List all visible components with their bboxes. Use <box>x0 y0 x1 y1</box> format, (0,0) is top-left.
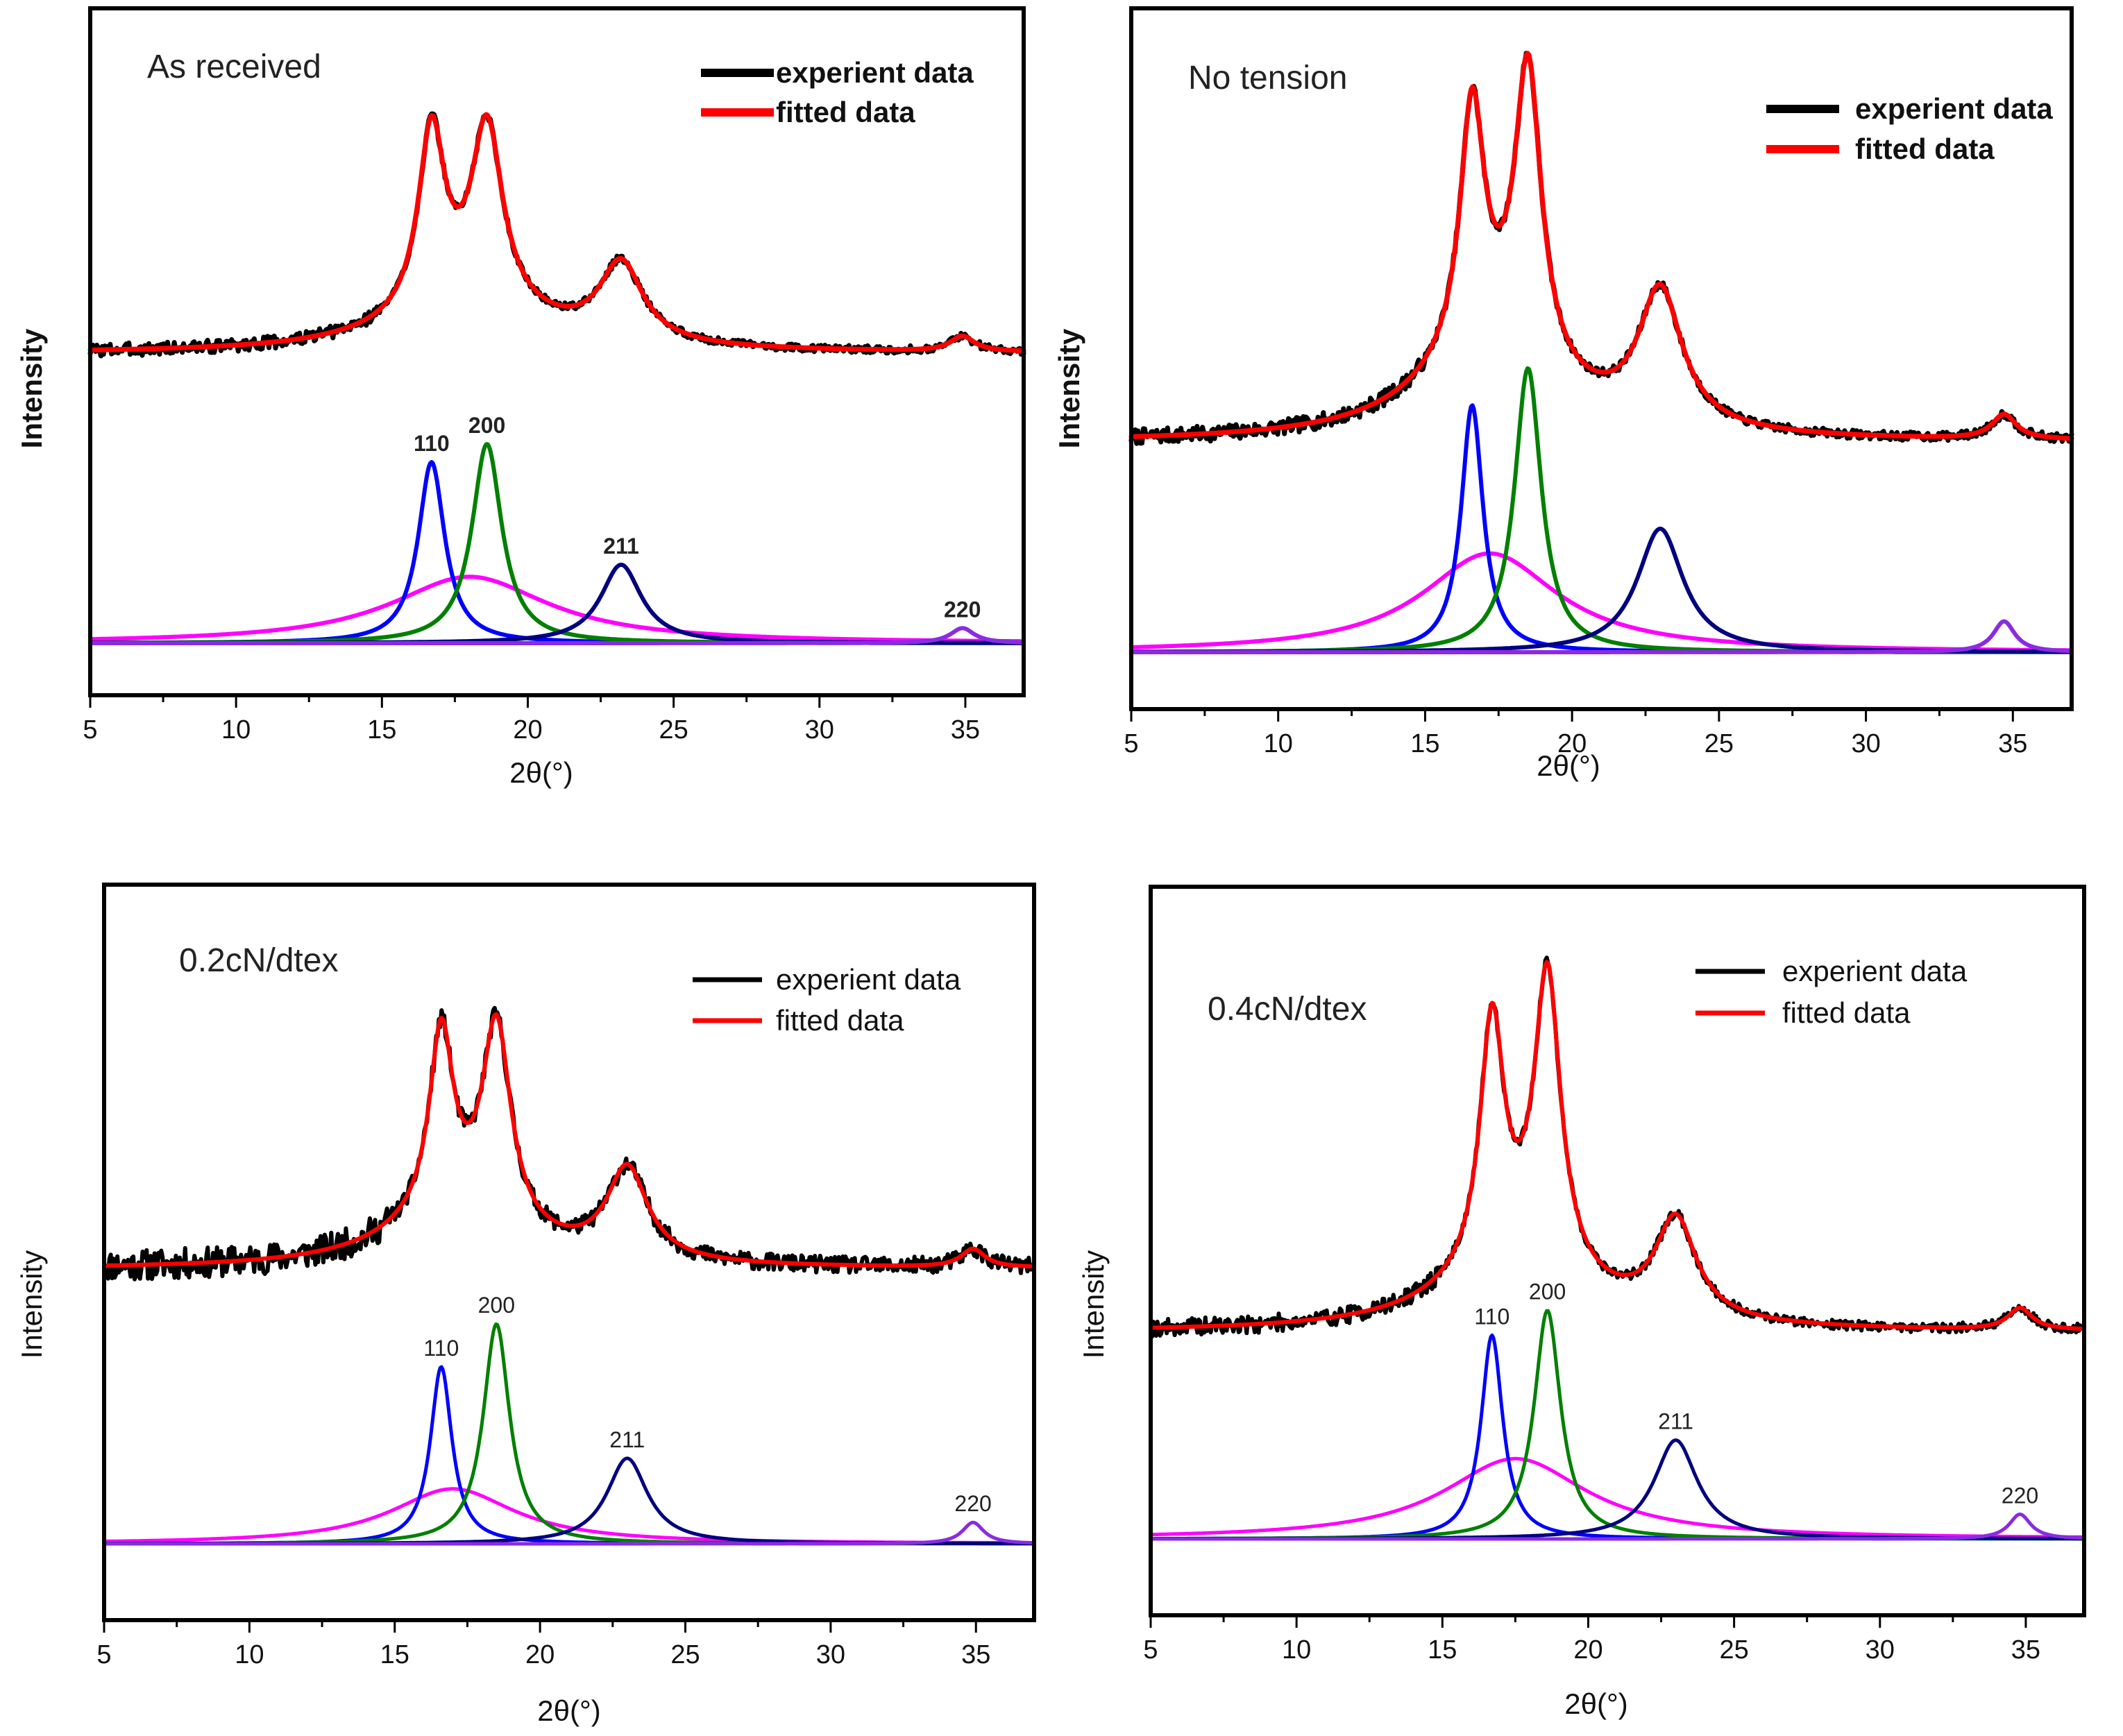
x-axis-label: 2θ(°) <box>1537 749 1600 782</box>
y-axis-label: Intensity <box>15 1250 48 1359</box>
y-axis-label-group: Intensity <box>15 328 48 448</box>
legend-label-fitted: fitted data <box>1855 133 1995 165</box>
legend: experient data fitted data <box>1766 92 2053 165</box>
x-tick-label-35: 35 <box>951 715 980 744</box>
legend: experient data fitted data <box>701 56 974 128</box>
plot-frame <box>88 6 1026 697</box>
x-axis-ticks: 5 10 15 20 25 30 35 <box>1124 709 2027 758</box>
panel-no-tension: Intensity 5 10 15 20 25 30 35 2θ(°) No tension… <box>1053 6 2074 782</box>
component-peak-220 <box>1149 1512 2086 1541</box>
x-tick-label-20: 20 <box>1557 729 1587 758</box>
component-peak-220 <box>102 1520 1036 1546</box>
x-tick-label-15: 15 <box>367 715 396 744</box>
x-axis-label: 2θ(°) <box>537 1694 601 1727</box>
peak-label-211: 211 <box>609 1427 645 1452</box>
y-axis-label-group: Intensity <box>1053 328 1085 448</box>
x-tick-label-20: 20 <box>513 715 542 744</box>
x-axis-ticks: 5 10 15 20 25 30 35 <box>96 1620 990 1669</box>
component-peak-220 <box>88 626 1026 645</box>
plot-background <box>1151 887 2084 1615</box>
x-tick-label-5: 5 <box>1143 1635 1158 1665</box>
plot-background <box>1131 8 2072 709</box>
peak-label-220: 220 <box>944 597 981 622</box>
x-axis-label: 2θ(°) <box>509 756 573 789</box>
peak-label-220: 220 <box>954 1491 991 1516</box>
legend-label-experimental: experient data <box>1782 955 1968 987</box>
panel-0.4cN-dtex: Intensity 110 200 211 220 5 10 15 20 25 30 35 2θ(… <box>1077 885 2086 1720</box>
peak-label-110: 110 <box>423 1336 459 1361</box>
y-axis-label-group: Intensity <box>1077 1250 1110 1359</box>
x-tick-label-25: 25 <box>659 715 688 744</box>
component-peak-amorphous <box>1129 619 2074 654</box>
peak-label-220: 220 <box>2002 1483 2038 1508</box>
x-tick-label-35: 35 <box>2011 1635 2040 1665</box>
x-tick-label-5: 5 <box>96 1640 111 1669</box>
x-tick-label-10: 10 <box>1264 729 1293 758</box>
series-layer: 110 200 211 220 <box>87 111 1026 645</box>
x-tick-label-5: 5 <box>1124 729 1138 758</box>
x-tick-label-30: 30 <box>816 1640 845 1669</box>
y-axis-label-group: Intensity <box>15 1250 48 1359</box>
peak-label-110: 110 <box>1474 1304 1509 1329</box>
x-axis-ticks: 5 10 15 20 25 30 35 <box>1143 1615 2040 1665</box>
x-tick-label-10: 10 <box>235 1640 264 1669</box>
y-axis-label: Intensity <box>1053 328 1085 448</box>
x-tick-label-30: 30 <box>1866 1635 1895 1665</box>
legend-label-experimental: experient data <box>1855 92 2053 125</box>
x-tick-label-15: 15 <box>1428 1635 1457 1665</box>
x-tick-label-25: 25 <box>1705 729 1734 758</box>
x-tick-label-15: 15 <box>1410 729 1439 758</box>
x-tick-label-20: 20 <box>525 1640 555 1669</box>
plot-frame <box>1129 6 2074 711</box>
fitted-curve <box>87 112 1026 354</box>
fitted-curve <box>102 1012 1036 1269</box>
x-tick-label-35: 35 <box>1998 729 2027 758</box>
series-layer <box>1128 51 2074 654</box>
x-tick-label-25: 25 <box>1719 1635 1748 1665</box>
peak-label-200: 200 <box>468 413 505 438</box>
component-peak-amorphous <box>88 575 1026 644</box>
panel-as-received: Intensity 110 200 211 220 5 10 15 20 25 30 35 2θ(… <box>15 6 1026 789</box>
panel-title: 0.2cN/dtex <box>179 942 338 979</box>
x-tick-label-30: 30 <box>1851 729 1880 758</box>
peak-label-200: 200 <box>1529 1279 1566 1304</box>
series-layer: 110 200 211 220 <box>102 1005 1036 1546</box>
legend-label-fitted: fitted data <box>776 96 915 128</box>
x-tick-label-30: 30 <box>805 715 834 744</box>
legend-label-fitted: fitted data <box>1782 996 1911 1029</box>
y-axis-label: Intensity <box>1077 1250 1110 1359</box>
panel-title: As received <box>147 49 321 85</box>
x-tick-label-35: 35 <box>961 1640 990 1669</box>
peak-label-211: 211 <box>1658 1409 1693 1434</box>
plot-frame <box>102 883 1036 1622</box>
panel-title: No tension <box>1188 60 1347 96</box>
panel-0.2cN-dtex: Intensity 110 200 211 220 5 10 15 20 25 30 35 2θ(… <box>15 883 1036 1727</box>
x-tick-label-10: 10 <box>1282 1635 1311 1665</box>
legend-label-experimental: experient data <box>776 963 961 996</box>
fitted-curve <box>1149 960 2086 1331</box>
x-tick-label-25: 25 <box>670 1640 700 1669</box>
legend: experient data fitted data <box>1695 955 1968 1029</box>
component-peak-amorphous <box>1149 1456 2086 1539</box>
panel-title: 0.4cN/dtex <box>1208 991 1367 1028</box>
peak-label-211: 211 <box>603 534 639 559</box>
x-tick-label-5: 5 <box>83 715 97 744</box>
peak-label-110: 110 <box>414 431 450 456</box>
x-tick-label-15: 15 <box>380 1640 409 1669</box>
fitted-curve <box>1128 51 2074 441</box>
y-axis-label: Intensity <box>15 328 48 448</box>
plot-frame <box>1149 885 2086 1617</box>
series-layer: 110 200 211 220 <box>1149 955 2086 1541</box>
legend-label-fitted: fitted data <box>776 1004 904 1037</box>
legend: experient data fitted data <box>693 963 961 1037</box>
component-peak-amorphous <box>1129 551 2074 653</box>
legend-label-experimental: experient data <box>776 56 974 89</box>
x-axis-ticks: 5 10 15 20 25 30 35 <box>83 695 980 744</box>
peak-label-200: 200 <box>478 1293 515 1318</box>
x-axis-label: 2θ(°) <box>1564 1687 1628 1720</box>
x-tick-label-20: 20 <box>1573 1635 1602 1665</box>
x-tick-label-10: 10 <box>221 715 251 744</box>
